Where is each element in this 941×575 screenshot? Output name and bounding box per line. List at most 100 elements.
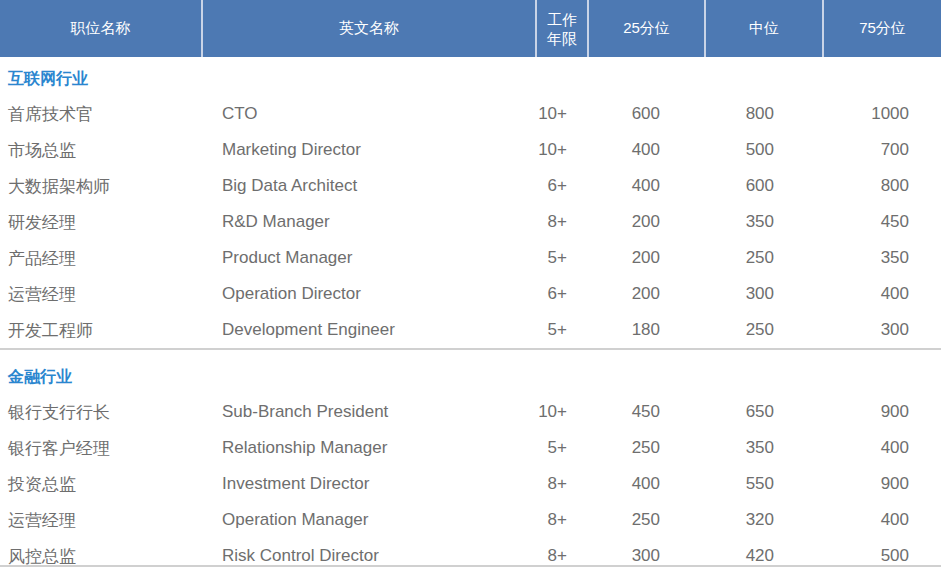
section-header-row: 金融行业 <box>0 349 941 394</box>
cell-years: 10+ <box>536 132 588 168</box>
table-body: 互联网行业首席技术官CTO10+6008001000市场总监Marketing … <box>0 57 941 574</box>
cell-median: 350 <box>705 430 823 466</box>
col-header-75th-percentile: 75分位 <box>823 0 941 57</box>
cell-years: 8+ <box>536 204 588 240</box>
table-row: 银行客户经理Relationship Manager5+250350400 <box>0 430 941 466</box>
cell-median: 250 <box>705 312 823 349</box>
cell-p75: 1000 <box>823 96 941 132</box>
cell-title_en: R&D Manager <box>202 204 536 240</box>
table-row: 开发工程师Development Engineer5+180250300 <box>0 312 941 349</box>
table-row: 风控总监Risk Control Director8+300420500 <box>0 538 941 574</box>
cell-p75: 800 <box>823 168 941 204</box>
col-header-work-years-line2: 年限 <box>537 29 587 48</box>
cell-years: 5+ <box>536 240 588 276</box>
cell-years: 6+ <box>536 168 588 204</box>
cell-title_en: Development Engineer <box>202 312 536 349</box>
salary-table: 职位名称 英文名称 工作 年限 25分位 中位 75分位 互联网行业首席技术官C… <box>0 0 941 574</box>
cell-years: 10+ <box>536 96 588 132</box>
cell-median: 320 <box>705 502 823 538</box>
cell-title_en: Sub-Branch President <box>202 394 536 430</box>
table-row: 运营经理Operation Director6+200300400 <box>0 276 941 312</box>
section-title: 金融行业 <box>0 349 941 394</box>
cell-title_en: Risk Control Director <box>202 538 536 574</box>
cell-title_en: Investment Director <box>202 466 536 502</box>
cell-years: 5+ <box>536 430 588 466</box>
col-header-median: 中位 <box>705 0 823 57</box>
salary-report-page: 职位名称 英文名称 工作 年限 25分位 中位 75分位 互联网行业首席技术官C… <box>0 0 941 575</box>
table-row: 市场总监Marketing Director10+400500700 <box>0 132 941 168</box>
cell-p75: 500 <box>823 538 941 574</box>
cell-median: 420 <box>705 538 823 574</box>
col-header-25th-percentile: 25分位 <box>588 0 705 57</box>
cell-title_en: Marketing Director <box>202 132 536 168</box>
cell-title_cn: 风控总监 <box>0 538 202 574</box>
cell-median: 650 <box>705 394 823 430</box>
cell-p25: 200 <box>588 276 705 312</box>
cell-title_cn: 市场总监 <box>0 132 202 168</box>
cell-p25: 300 <box>588 538 705 574</box>
cell-years: 6+ <box>536 276 588 312</box>
cell-years: 8+ <box>536 538 588 574</box>
table-row: 大数据架构师Big Data Architect6+400600800 <box>0 168 941 204</box>
cell-p25: 180 <box>588 312 705 349</box>
cell-title_cn: 大数据架构师 <box>0 168 202 204</box>
cell-p75: 900 <box>823 466 941 502</box>
cell-p75: 450 <box>823 204 941 240</box>
cell-median: 500 <box>705 132 823 168</box>
cell-title_cn: 产品经理 <box>0 240 202 276</box>
cell-title_en: Operation Manager <box>202 502 536 538</box>
cell-title_cn: 研发经理 <box>0 204 202 240</box>
table-row: 产品经理Product Manager5+200250350 <box>0 240 941 276</box>
section-title: 互联网行业 <box>0 57 941 96</box>
cell-p25: 250 <box>588 430 705 466</box>
table-row: 运营经理Operation Manager8+250320400 <box>0 502 941 538</box>
cell-p25: 600 <box>588 96 705 132</box>
cell-p25: 450 <box>588 394 705 430</box>
table-row: 投资总监Investment Director8+400550900 <box>0 466 941 502</box>
cell-median: 550 <box>705 466 823 502</box>
section-header-row: 互联网行业 <box>0 57 941 96</box>
cell-title_cn: 首席技术官 <box>0 96 202 132</box>
cell-title_cn: 运营经理 <box>0 276 202 312</box>
cell-title_cn: 银行客户经理 <box>0 430 202 466</box>
cell-p25: 250 <box>588 502 705 538</box>
cell-p75: 300 <box>823 312 941 349</box>
cell-title_en: Big Data Architect <box>202 168 536 204</box>
cell-years: 10+ <box>536 394 588 430</box>
col-header-work-years: 工作 年限 <box>536 0 588 57</box>
cell-p25: 400 <box>588 132 705 168</box>
bottom-divider-line <box>0 565 941 567</box>
cell-years: 5+ <box>536 312 588 349</box>
cell-title_en: Operation Director <box>202 276 536 312</box>
cell-p25: 400 <box>588 168 705 204</box>
cell-p75: 400 <box>823 430 941 466</box>
cell-median: 800 <box>705 96 823 132</box>
cell-p25: 200 <box>588 204 705 240</box>
cell-median: 250 <box>705 240 823 276</box>
cell-p75: 400 <box>823 502 941 538</box>
col-header-english-name: 英文名称 <box>202 0 536 57</box>
cell-p25: 400 <box>588 466 705 502</box>
table-row: 银行支行行长Sub-Branch President10+450650900 <box>0 394 941 430</box>
header-row: 职位名称 英文名称 工作 年限 25分位 中位 75分位 <box>0 0 941 57</box>
cell-title_cn: 投资总监 <box>0 466 202 502</box>
cell-p25: 200 <box>588 240 705 276</box>
col-header-work-years-line1: 工作 <box>537 10 587 29</box>
table-row: 首席技术官CTO10+6008001000 <box>0 96 941 132</box>
cell-median: 300 <box>705 276 823 312</box>
cell-title_cn: 运营经理 <box>0 502 202 538</box>
table-row: 研发经理R&D Manager8+200350450 <box>0 204 941 240</box>
cell-p75: 400 <box>823 276 941 312</box>
cell-title_cn: 银行支行行长 <box>0 394 202 430</box>
cell-p75: 350 <box>823 240 941 276</box>
col-header-position-name: 职位名称 <box>0 0 202 57</box>
cell-p75: 900 <box>823 394 941 430</box>
table-header: 职位名称 英文名称 工作 年限 25分位 中位 75分位 <box>0 0 941 57</box>
cell-p75: 700 <box>823 132 941 168</box>
cell-median: 600 <box>705 168 823 204</box>
cell-title_en: Relationship Manager <box>202 430 536 466</box>
cell-title_cn: 开发工程师 <box>0 312 202 349</box>
cell-title_en: Product Manager <box>202 240 536 276</box>
cell-title_en: CTO <box>202 96 536 132</box>
cell-median: 350 <box>705 204 823 240</box>
